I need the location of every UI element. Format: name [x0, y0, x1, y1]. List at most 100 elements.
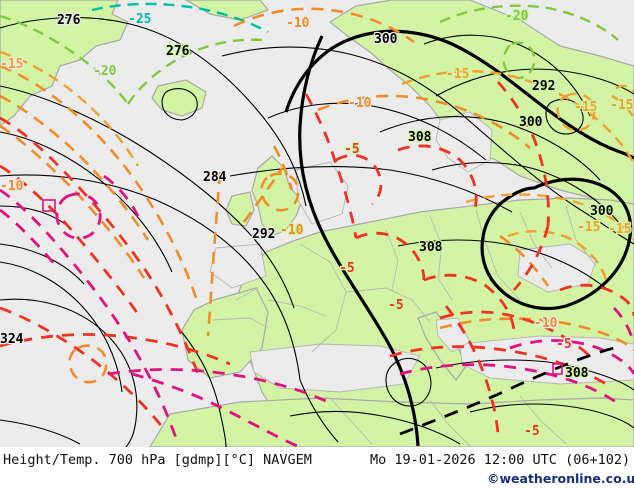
isotherm-label--15-e: -15: [577, 220, 600, 235]
isotherm-label--10-d: -10: [534, 316, 558, 331]
height-contour-300-thick: [284, 29, 634, 160]
height-contour-284b: [229, 166, 513, 213]
isotherm--10-d: [233, 7, 415, 44]
height-label-292-a: 292: [252, 227, 275, 242]
height-label-300-b: 300: [519, 115, 543, 130]
land-north-edge: [184, 0, 269, 21]
isotherm-0-d: [131, 372, 301, 447]
isotherm-0-ring: [55, 192, 102, 240]
marker-box-magenta: [552, 363, 563, 375]
height-contour-308-b: [379, 116, 601, 181]
map-canvas[interactable]: 276 276 284 292 292 300 300 300 308 308 …: [0, 0, 634, 447]
isotherm--10-g: [206, 171, 222, 337]
height-contour-bottom-left: [0, 419, 81, 445]
isotherm-label--15-f: -15: [608, 222, 631, 237]
isotherm--15-c: [611, 94, 634, 119]
height-contour-thin-mid: [299, 379, 339, 443]
isotherm--15-a: [0, 50, 140, 167]
isotherm-label--5-b: -5: [339, 261, 355, 276]
height-label-308-c: 308: [565, 366, 589, 381]
height-contour-thin-left-b: [0, 261, 123, 393]
isotherm-label--20-b: -20: [505, 9, 529, 24]
height-label-276-a: 276: [57, 13, 81, 28]
isotherm--5-e: [355, 231, 426, 281]
isotherm-label-group: -25 -20 -20 -15 -15 -15 -15 -15 -15 -10 …: [0, 8, 634, 441]
isotherm--15-e: [507, 230, 608, 281]
isotherm-0-bottomright: [613, 307, 634, 345]
isotherm--5-j: [444, 305, 500, 435]
isotherm-label--15-b: -15: [446, 67, 469, 82]
isotherm--5-h: [496, 81, 550, 227]
isotherm--5-d: [335, 153, 383, 206]
height-contour-292-label: [267, 102, 487, 161]
height-contour-276b: [221, 46, 634, 245]
isotherm-0-right: [399, 363, 617, 404]
isotherm-label--5-a: -5: [344, 142, 360, 157]
land-iberia: [181, 287, 269, 379]
isotherm--5-layer: [0, 81, 634, 435]
height-contour-bottom-right: [469, 403, 634, 429]
height-label-300-c: 300: [590, 204, 614, 219]
sea-north-sea: [295, 161, 349, 225]
border-layer: [211, 205, 597, 447]
land-iceland: [151, 79, 207, 117]
height-contour-308-e: [435, 359, 634, 391]
isotherm-label--5-d: -5: [556, 337, 572, 352]
isotherm-0-a: [0, 188, 180, 445]
isotherm--25-layer: [91, 2, 269, 34]
isotherm-0-c: [103, 174, 140, 217]
isotherm--20-a: [0, 14, 129, 105]
footer-bar: Height/Temp. 700 hPa [gdmp][°C] NAVGEM M…: [0, 447, 634, 490]
isotherm-label--5-c: -5: [388, 298, 404, 313]
isotherm-0-mid: [107, 368, 329, 404]
isotherm-0-right2: [509, 339, 634, 375]
isotherm--5-k: [0, 306, 168, 433]
footer-copyright: ©weatheronline.co.uk: [487, 471, 634, 486]
height-label-group: 276 276 284 292 292 300 300 300 308 308 …: [0, 12, 615, 383]
isotherm--25: [91, 2, 269, 34]
dashed-contour-bottom: [399, 346, 615, 436]
isotherm--5-a: [0, 116, 200, 375]
height-contour-292b: [435, 68, 634, 97]
land-scandinavia: [328, 0, 634, 211]
isotherm--5-i: [512, 225, 550, 291]
contour-map-svg: 276 276 284 292 292 300 300 300 308 308 …: [0, 0, 634, 447]
isotherm--10-layer: [0, 7, 634, 384]
marker-box-magenta-left: [42, 199, 56, 212]
isotherm--5-f: [423, 273, 516, 331]
isotherm--15-d: [465, 193, 634, 241]
isotherm--15-layer: [0, 50, 634, 281]
height-label-276-b: 276: [166, 44, 190, 59]
sea-mediterranean-west: [249, 343, 421, 393]
isotherm-label--10-b: -10: [348, 96, 372, 111]
isotherm--20-c: [439, 4, 619, 41]
height-label-324: 324: [0, 332, 24, 347]
isotherm--10-bottom: [439, 317, 634, 351]
isotherm--10-a: [0, 64, 200, 305]
height-contour-thin-left-a: [0, 131, 173, 273]
isotherm-label--15-d: -15: [574, 100, 597, 115]
height-label-292-b: 292: [532, 79, 555, 94]
height-contour-292: [0, 174, 301, 381]
isotherm--5-med2: [439, 310, 591, 358]
isotherm-label--5-e: -5: [524, 424, 540, 439]
isotherm--5-b: [0, 164, 140, 315]
footer-validtime-text: Mo 19-01-2026 12:00 UTC (06+102): [370, 452, 631, 468]
isotherm--5-med: [389, 345, 607, 386]
isotherm--10-b: [0, 94, 150, 241]
height-contour-324-a: [0, 298, 138, 447]
height-contour-main-thick: [298, 35, 420, 447]
height-contour-small-ring-africa: [385, 358, 432, 407]
height-label-308-b: 308: [419, 240, 443, 255]
height-contour-276: [0, 17, 307, 207]
height-contour-308-bottom: [289, 410, 461, 445]
isotherm--15-b: [401, 70, 634, 165]
isotherm-label--15-a: -15: [0, 57, 23, 72]
sea-baltic: [435, 111, 493, 173]
isotherm--10-h: [272, 145, 294, 191]
isotherm--20-b: [127, 38, 265, 105]
isotherm-label--10-e: -10: [0, 179, 24, 194]
isotherm-label--15-c: -15: [610, 98, 633, 113]
height-label-300-a: 300: [374, 32, 398, 47]
